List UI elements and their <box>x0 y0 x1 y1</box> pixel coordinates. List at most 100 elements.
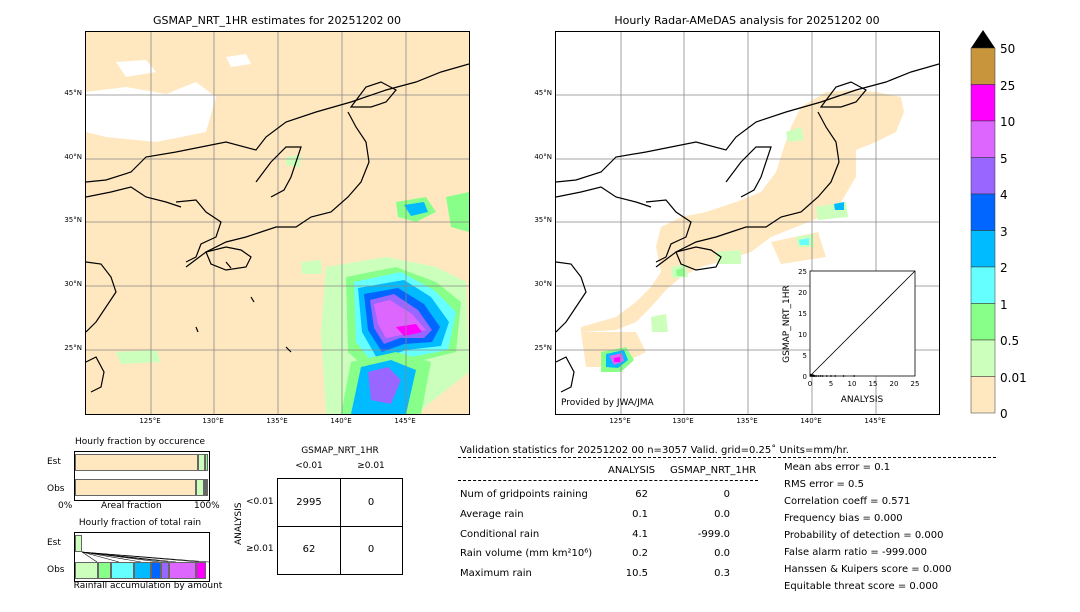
validation-row-analysis: 10.5 <box>625 568 648 579</box>
scatter-point <box>817 375 820 377</box>
left-map-title: GSMAP_NRT_1HR estimates for 20251202 00 <box>152 14 402 27</box>
scatter-point <box>814 375 816 377</box>
colorbar-band <box>970 266 996 304</box>
colorbar-label: 25 <box>1000 78 1016 93</box>
score-line: Hanssen & Kuipers score = 0.000 <box>784 564 952 575</box>
score-line: Frequency bias = 0.000 <box>784 513 903 524</box>
left-lat-label: 25°N <box>64 344 82 352</box>
right-lon-label: 135°E <box>736 417 758 425</box>
total-rain-obs-bar <box>75 562 209 579</box>
contingency-row-title: ANALYSIS <box>234 502 244 545</box>
colorbar <box>970 30 996 414</box>
contingency-title: GSMAP_NRT_1HR <box>301 446 379 456</box>
scatter-points <box>809 373 855 377</box>
right-lon-label: 130°E <box>672 417 694 425</box>
score-line: Mean abs error = 0.1 <box>784 462 891 473</box>
validation-row-analysis: 0.1 <box>632 509 648 520</box>
contingency-cell: 0 <box>367 497 375 508</box>
colorbar-label: 10 <box>1000 115 1016 129</box>
colorbar-band <box>970 339 996 377</box>
bar-segment <box>75 562 98 579</box>
left-lon-label: 140°E <box>330 417 352 425</box>
right-map-title: Hourly Radar-AMeDAS analysis for 2025120… <box>614 14 880 27</box>
scatter-y-tick: 5 <box>803 352 807 360</box>
colorbar-label: 0.01 <box>1000 370 1027 385</box>
right-lon-label: 145°E <box>864 417 886 425</box>
validation-row-analysis: 62 <box>635 489 648 500</box>
right-lat-label: 25°N <box>534 344 552 352</box>
validation-row-label: Rain volume (mm km²10⁶) <box>460 548 593 559</box>
colorbar-band <box>970 230 996 268</box>
scatter-x-ticks: 0 5 10 15 20 25 <box>808 380 920 388</box>
right-lat-label: 30°N <box>534 280 552 288</box>
scatter-point <box>825 375 828 377</box>
bar-segment <box>160 562 169 579</box>
occurrence-title: Hourly fraction by occurence <box>74 437 206 447</box>
inset-scatter-plot: 0 5 10 15 20 25 0 5 10 15 20 25 ANALYSIS GSMAP_NRT… <box>782 268 920 404</box>
validation-row-label: Conditional rain <box>460 529 540 540</box>
left-lat-label: 35°N <box>64 216 82 224</box>
colorbar-band <box>970 193 996 231</box>
occurrence-obs-label: Obs <box>47 484 65 494</box>
bar-segment <box>204 454 208 471</box>
scatter-xlabel: ANALYSIS <box>841 395 884 404</box>
colorbar-band <box>970 157 996 195</box>
total-rain-est-label: Est <box>47 538 61 548</box>
bar-segment <box>75 454 199 471</box>
colorbar-label: 3 <box>1000 224 1008 239</box>
scatter-x-tick: 25 <box>911 380 920 388</box>
validation-col-analysis: ANALYSIS <box>608 465 656 476</box>
contingency-table: 2995 0 62 0 <box>277 478 403 575</box>
scatter-x-tick: 15 <box>869 380 878 388</box>
bar-segment <box>75 479 196 496</box>
validation-divider <box>458 457 996 458</box>
total-rain-obs-label: Obs <box>47 565 65 575</box>
total-rain-connectors <box>81 551 209 563</box>
contingency-cell: 62 <box>302 544 316 555</box>
colorbar-band <box>970 376 996 414</box>
contingency-row-header: ≥0.01 <box>246 544 274 554</box>
validation-row-gsmap: 0.3 <box>714 568 730 579</box>
right-lon-label: 125°E <box>609 417 631 425</box>
right-map: 0 5 10 15 20 25 0 5 10 15 20 25 ANALYSIS GSMAP_NRT… <box>555 31 940 415</box>
colorbar-label: 50 <box>1000 42 1016 56</box>
bar-segment <box>198 454 205 471</box>
scatter-y-tick: 15 <box>798 310 807 318</box>
total-rain-title: Hourly fraction of total rain <box>78 518 202 528</box>
right-lon-label: 140°E <box>800 417 822 425</box>
scatter-point <box>842 375 845 377</box>
validation-col-gsmap: GSMAP_NRT_1HR <box>670 465 757 476</box>
left-map-canvas <box>86 32 469 414</box>
right-lat-label: 35°N <box>534 216 552 224</box>
left-map <box>85 31 470 415</box>
colorbar-band <box>970 47 996 85</box>
colorbar-label: 4 <box>1000 188 1008 202</box>
bar-segment <box>195 562 207 579</box>
scatter-ylabel: GSMAP_NRT_1HR <box>782 285 792 363</box>
scatter-y-tick: 20 <box>798 289 807 297</box>
colorbar-label: 0.5 <box>1000 334 1020 348</box>
scatter-y-tick: 0 <box>803 373 807 381</box>
scatter-y-tick: 25 <box>798 268 807 276</box>
scatter-x-tick: 0 <box>808 380 812 388</box>
colorbar-band <box>970 120 996 158</box>
score-line: False alarm ratio = -999.000 <box>784 547 927 558</box>
scatter-x-tick: 20 <box>890 380 899 388</box>
validation-row-label: Maximum rain <box>460 568 532 579</box>
radar-credit: Provided by JWA/JMA <box>561 398 654 408</box>
left-lat-label: 30°N <box>64 280 82 288</box>
validation-row-gsmap: 0 <box>723 489 730 500</box>
scatter-point <box>815 375 818 377</box>
occurrence-obs-bar <box>75 479 209 496</box>
bar-segment <box>97 562 112 579</box>
colorbar-label: 1 <box>1000 297 1008 312</box>
scatter-point <box>830 375 832 377</box>
validation-row-analysis: 4.1 <box>632 529 648 540</box>
score-line: RMS error = 0.5 <box>784 479 864 490</box>
total-rain-xlabel: Rainfall accumulation by amount <box>73 581 223 591</box>
bar-segment <box>195 479 204 496</box>
contingency-col-header: ≥0.01 <box>357 461 385 471</box>
left-lon-label: 145°E <box>394 417 416 425</box>
validation-header: Validation statistics for 20251202 00 n=… <box>460 445 849 456</box>
scatter-x-tick: 10 <box>848 380 857 388</box>
